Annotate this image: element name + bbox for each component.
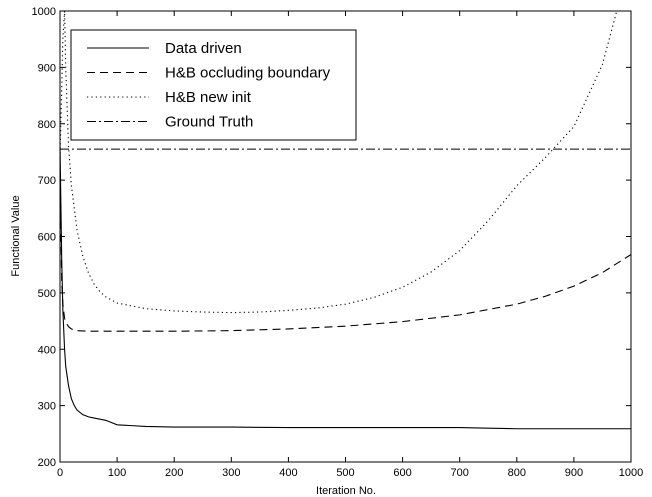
x-tick-label: 300 xyxy=(222,467,240,479)
y-tick-label: 300 xyxy=(38,401,56,413)
y-tick-label: 500 xyxy=(38,288,56,300)
x-tick-label: 900 xyxy=(565,467,583,479)
y-tick-label: 600 xyxy=(38,232,56,244)
legend-label: Ground Truth xyxy=(165,114,253,131)
y-tick-label: 200 xyxy=(38,457,56,469)
x-tick-label: 800 xyxy=(508,467,526,479)
y-tick-label: 400 xyxy=(38,344,56,356)
y-axis-title: Functional Value xyxy=(10,195,22,276)
y-tick-label: 800 xyxy=(38,119,56,131)
series-line-1 xyxy=(60,146,631,430)
x-tick-label: 400 xyxy=(279,467,297,479)
ticks-layer: 0 100 200 300 400 500 600 700 800 900 1000 200 300 40… xyxy=(32,6,644,479)
x-tick-label: 0 xyxy=(57,467,63,479)
legend-label: H&B occluding boundary xyxy=(165,65,331,82)
legend: Data driven H&B occluding boundary H&B new… xyxy=(70,29,357,141)
series-line-3 xyxy=(60,11,618,314)
legend-label: H&B new init xyxy=(165,89,252,106)
x-axis-title: Iteration No. xyxy=(316,485,376,497)
legend-label: Data driven xyxy=(165,40,242,57)
x-tick-label: 600 xyxy=(393,467,411,479)
x-tick-label: 100 xyxy=(108,467,126,479)
y-tick-label: 900 xyxy=(38,62,56,74)
x-tick-label: 700 xyxy=(451,467,469,479)
series-layer xyxy=(60,11,631,430)
x-tick-label: 200 xyxy=(165,467,183,479)
x-tick-label: 500 xyxy=(336,467,354,479)
y-tick-label: 1000 xyxy=(32,6,56,18)
y-tick-label: 700 xyxy=(38,175,56,187)
series-line-2 xyxy=(60,168,631,332)
x-tick-label: 1000 xyxy=(619,467,643,479)
